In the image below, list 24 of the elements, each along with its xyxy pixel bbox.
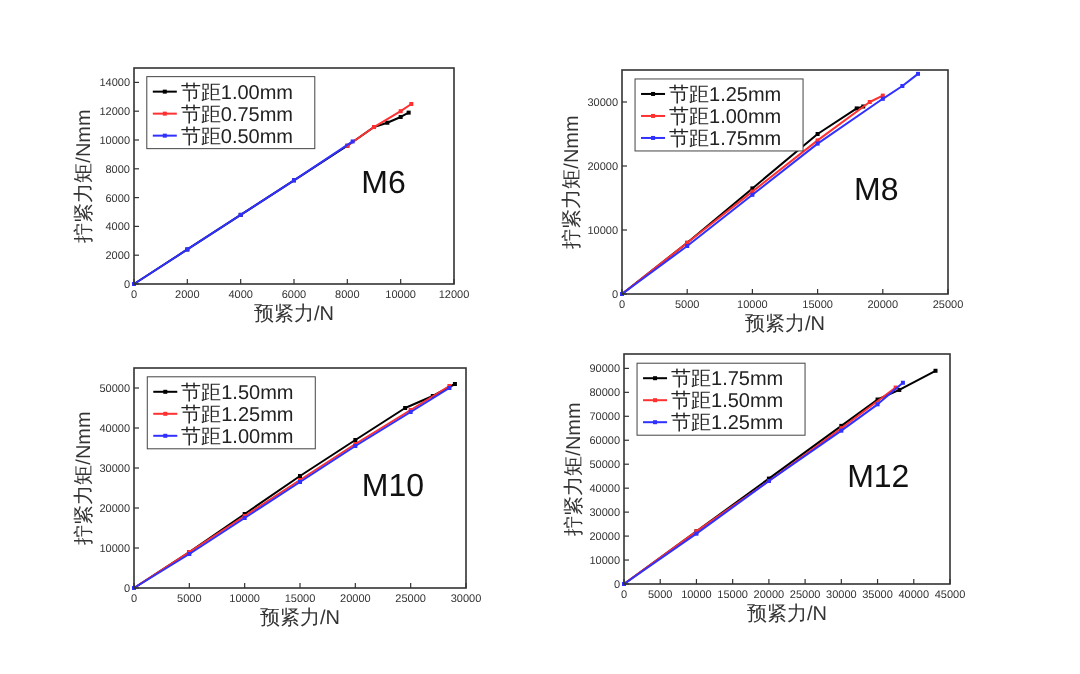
x-axis-title: 预紧力/N — [747, 602, 827, 626]
legend-label: 节距1.00mm — [669, 104, 782, 129]
legend-label: 节距1.25mm — [181, 402, 294, 427]
y-axis-title: 拧紧力矩/Nmm — [560, 115, 584, 249]
y-axis-title: 拧紧力矩/Nmm — [562, 402, 586, 536]
legend-label: 节距0.75mm — [180, 102, 294, 127]
y-axis-title: 拧紧力矩/Nmm — [72, 411, 96, 545]
y-axis-title: 拧紧力矩/Nmm — [72, 109, 96, 243]
legend-label: 节距0.50mm — [180, 124, 294, 149]
legend-label: 节距1.75mm — [671, 367, 784, 392]
legend-label: 节距1.50mm — [671, 389, 784, 414]
x-axis-title: 预紧力/N — [260, 606, 340, 630]
annotation: M12 — [847, 461, 910, 496]
annotation: M8 — [854, 173, 899, 208]
legend-label: 节距1.25mm — [669, 82, 782, 107]
legend-label: 节距1.75mm — [669, 126, 782, 151]
annotation: M6 — [361, 167, 407, 202]
x-axis-title: 预紧力/N — [745, 312, 825, 336]
legend-label: 节距1.00mm — [181, 424, 294, 449]
legend-label: 节距1.50mm — [181, 380, 294, 405]
x-axis-title: 预紧力/N — [254, 302, 334, 326]
legend-label: 节距1.25mm — [671, 411, 784, 436]
annotation: M10 — [361, 469, 425, 504]
legend-label: 节距1.00mm — [180, 80, 294, 105]
